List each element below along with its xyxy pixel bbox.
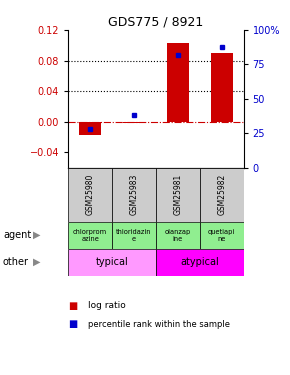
Text: GSM25981: GSM25981 bbox=[173, 174, 182, 215]
Bar bbox=[156, 249, 244, 276]
Text: ▶: ▶ bbox=[32, 257, 40, 267]
Bar bbox=[68, 249, 156, 276]
Text: atypical: atypical bbox=[180, 257, 219, 267]
Bar bbox=[156, 222, 200, 249]
Bar bbox=[68, 222, 112, 249]
Bar bbox=[112, 222, 156, 249]
Bar bbox=[112, 168, 156, 222]
Text: GSM25980: GSM25980 bbox=[86, 174, 95, 215]
Bar bbox=[200, 222, 244, 249]
Text: quetiapi
ne: quetiapi ne bbox=[208, 229, 235, 242]
Text: GSM25982: GSM25982 bbox=[217, 174, 226, 215]
Bar bbox=[123, 122, 145, 123]
Text: ■: ■ bbox=[68, 320, 77, 329]
Bar bbox=[156, 168, 200, 222]
Bar bbox=[167, 43, 189, 122]
Text: typical: typical bbox=[96, 257, 128, 267]
Text: thioridazin
e: thioridazin e bbox=[116, 229, 152, 242]
Bar bbox=[68, 168, 112, 222]
Text: chlorprom
azine: chlorprom azine bbox=[73, 229, 107, 242]
Text: log ratio: log ratio bbox=[88, 301, 126, 310]
Bar bbox=[200, 168, 244, 222]
Text: ■: ■ bbox=[68, 301, 77, 310]
Bar bbox=[79, 122, 101, 135]
Text: agent: agent bbox=[3, 230, 31, 240]
Bar bbox=[211, 53, 233, 122]
Text: ▶: ▶ bbox=[32, 230, 40, 240]
Title: GDS775 / 8921: GDS775 / 8921 bbox=[108, 16, 204, 29]
Text: olanzap
ine: olanzap ine bbox=[165, 229, 191, 242]
Text: percentile rank within the sample: percentile rank within the sample bbox=[88, 320, 231, 329]
Text: GSM25983: GSM25983 bbox=[129, 174, 138, 215]
Text: other: other bbox=[3, 257, 29, 267]
